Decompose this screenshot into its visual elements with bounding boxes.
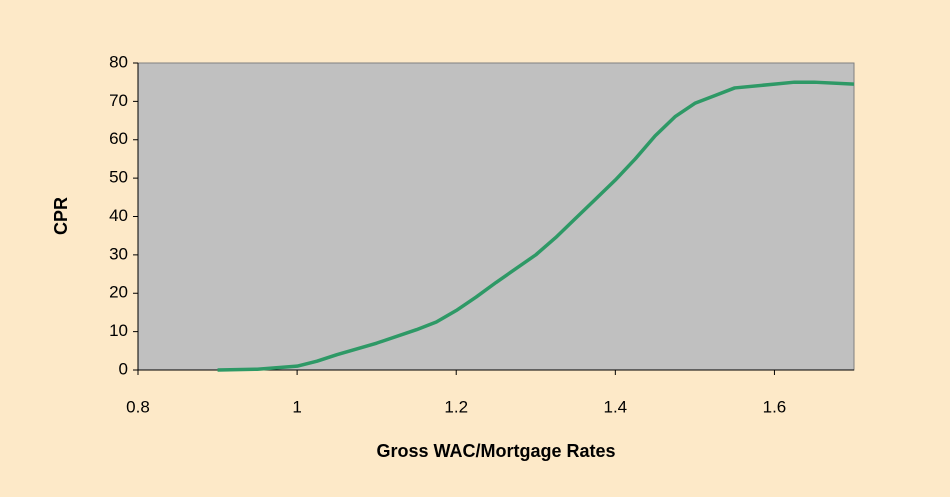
y-tick-label: 0 [119,359,128,378]
x-tick-label: 1.4 [604,397,628,416]
x-axis-title: Gross WAC/Mortgage Rates [376,441,615,461]
y-tick-label: 60 [109,129,128,148]
y-tick-label: 40 [109,206,128,225]
data-line [217,80,855,372]
plot-area [137,62,855,371]
x-tick-label: 1.2 [444,397,468,416]
x-tick-label: 1.6 [763,397,787,416]
y-axis-title: CPR [51,197,71,235]
y-tick-label: 30 [109,244,128,263]
y-tick-label: 50 [109,168,128,187]
x-tick-label: 1 [292,397,301,416]
x-tick-label: 0.8 [126,397,150,416]
y-tick-label: 80 [109,52,128,71]
y-tick-label: 70 [109,91,128,110]
y-tick-label: 10 [109,321,128,340]
y-tick-label: 20 [109,283,128,302]
